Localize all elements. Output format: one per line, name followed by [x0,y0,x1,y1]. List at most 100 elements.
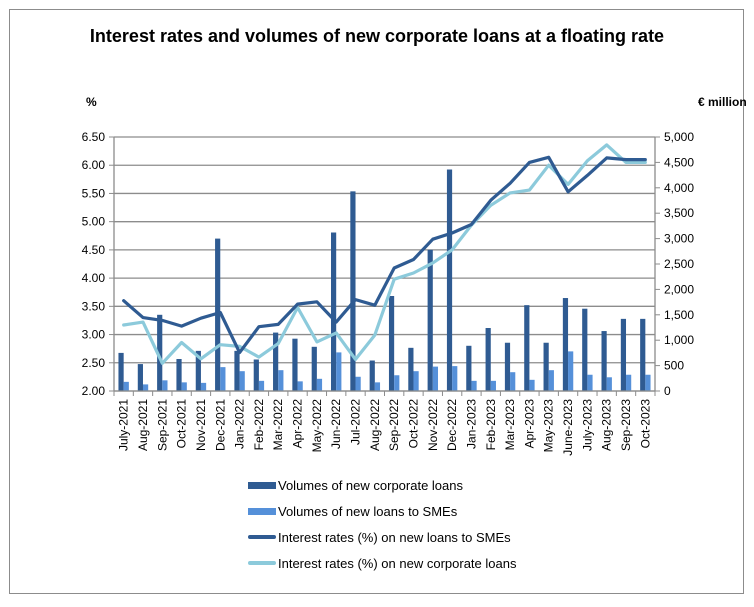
x-tick-label: Jan-2023 [464,399,478,449]
bar-sme-volume [142,384,149,391]
right-tick-label: 500 [664,359,684,373]
left-tick-label: 2.00 [82,384,106,398]
bar-sme-volume [162,380,168,391]
legend-label: Volumes of new corporate loans [278,477,463,493]
bar-sme-volume [181,382,187,391]
bar-corporate-volume [388,296,395,391]
bar-sme-volume [336,352,342,391]
x-tick-label: Nov-2021 [194,399,208,451]
bar-corporate-volume [466,345,472,391]
bar-sme-volume [220,367,226,391]
bar-corporate-volume [195,350,201,391]
bar-corporate-volume [620,318,627,391]
bar-corporate-volume [330,232,337,391]
left-tick-label: 6.00 [82,158,106,172]
bar-corporate-volume [504,342,511,391]
bar-corporate-volume [234,350,240,391]
x-tick-label: July-2023 [580,399,594,451]
legend-swatch-corporate-rates [248,561,276,565]
bar-sme-volume [123,381,129,391]
right-tick-label: 3,500 [664,206,694,220]
x-tick-label: June-2023 [561,399,575,456]
x-tick-label: Apr-2023 [522,399,536,449]
left-tick-label: 6.50 [82,130,106,144]
legend-item-corporate-volumes: Volumes of new corporate loans [248,472,516,498]
bar-sme-volume [258,380,265,391]
right-tick-label: 0 [664,384,671,398]
bar-sme-volume [297,381,303,391]
bar-corporate-volume [137,364,143,391]
right-tick-label: 4,500 [664,155,694,169]
bar-sme-volume [510,372,516,391]
right-tick-label: 4,000 [664,181,694,195]
bar-corporate-volume [601,331,607,391]
left-tick-label: 3.50 [82,299,106,313]
bar-corporate-volume [176,358,182,391]
right-tick-label: 2,000 [664,282,694,296]
x-tick-label: Mar-2022 [271,399,285,451]
left-tick-label: 4.50 [82,243,106,257]
right-tick-label: 1,500 [664,308,694,322]
left-tick-label: 3.00 [82,328,106,342]
x-tick-label: Oct-2022 [406,399,420,449]
x-tick-label: Sep-2022 [387,399,401,451]
right-tick-label: 1,000 [664,333,694,347]
right-tick-label: 5,000 [664,130,694,144]
left-tick-label: 4.00 [82,271,106,285]
x-tick-label: Sep-2023 [619,399,633,451]
bar-corporate-volume [582,308,588,391]
bar-sme-volume [432,366,439,391]
x-tick-label: Dec-2021 [213,399,227,451]
bar-sme-volume [529,379,535,391]
left-tick-label: 5.50 [82,186,106,200]
right-tick-label: 3,000 [664,232,694,246]
x-tick-label: Oct-2023 [638,399,652,449]
x-axis-ticks: July-2021 Aug-2021 Sep-2021 Oct-2021 Nov-202… [113,391,656,456]
bar-corporate-volume [118,352,124,391]
bar-sme-volume [490,380,496,391]
legend-item-corporate-rates: Interest rates (%) on new corporate loan… [248,550,516,576]
legend-swatch-corporate-volumes [248,481,276,489]
legend-swatch-sme-volumes [248,507,276,515]
legend: Volumes of new corporate loans Volumes o… [248,472,516,576]
right-axis-ticks: 0 500 1,000 1,500 2,000 2,500 3,000 3,500 4,000 4… [655,130,694,398]
right-axis-unit-label: € million [698,95,747,109]
bar-sme-volume [645,374,651,391]
bar-corporate-volume [562,298,569,391]
x-tick-label: Jun-2022 [329,399,343,449]
bar-corporate-volume [157,314,163,391]
bar-sme-volume [278,370,284,391]
bar-sme-volume [548,370,554,391]
bar-corporate-volume [253,359,259,391]
bar-sme-volume [606,377,612,391]
bar-corporate-volume [446,169,453,391]
bar-corporate-volume [543,342,549,391]
bar-marks [118,169,651,391]
bar-sme-volume [200,382,207,391]
bar-sme-volume [626,374,632,391]
left-axis-ticks: 2.00 2.50 3.00 3.50 4.00 4.50 5.00 5.50 6.00 6.50 [82,130,114,398]
bar-sme-volume [452,366,458,391]
x-tick-label: Dec-2022 [445,399,459,451]
left-tick-label: 5.00 [82,215,106,229]
bar-sme-volume [413,371,419,391]
legend-label: Interest rates (%) on new corporate loan… [278,555,517,571]
line-sme-interest-rate [122,155,647,355]
left-tick-label: 2.50 [82,356,106,370]
right-tick-label: 2,500 [664,257,694,271]
x-tick-label: Nov-2022 [426,399,440,451]
x-tick-label: Aug-2022 [368,399,382,451]
bar-sme-volume [239,371,245,391]
x-tick-label: Oct-2021 [175,399,189,449]
left-axis-unit-label: % [86,95,97,109]
x-tick-label: Jan-2022 [233,399,247,449]
bar-corporate-volume [640,318,646,391]
line-marks [122,143,647,365]
legend-item-sme-volumes: Volumes of new loans to SMEs [248,498,516,524]
bar-corporate-volume [369,360,375,391]
chart-title: Interest rates and volumes of new corpor… [89,26,665,46]
bar-corporate-volume [350,191,356,391]
legend-label: Interest rates (%) on new loans to SMEs [278,529,511,545]
bar-sme-volume [316,378,323,391]
